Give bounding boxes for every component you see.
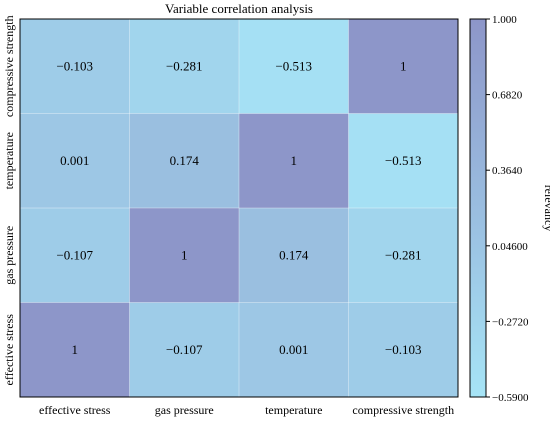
heatmap-cell — [239, 113, 349, 208]
heatmap-cell — [348, 19, 458, 114]
heatmap-cell — [348, 208, 458, 303]
heatmap-cell — [20, 302, 130, 397]
colorbar-tick-label: 1.000 — [492, 14, 517, 26]
colorbar-tick-label: −0.2720 — [492, 316, 529, 328]
cell-value-label: −0.107 — [166, 342, 203, 357]
heatmap-cell-labels: −0.103 −0.281 −0.513 1 0.001 0.174 1 −0.513 −0.1… — [56, 58, 421, 357]
heatmap-cell — [20, 19, 130, 114]
colorbar-tick-label: 0.3640 — [492, 165, 523, 177]
cell-value-label: 1 — [72, 342, 79, 357]
cell-value-label: −0.103 — [385, 342, 422, 357]
heatmap-cell — [20, 208, 130, 303]
cell-value-label: 0.001 — [279, 342, 308, 357]
cell-value-label: 1 — [291, 153, 298, 168]
chart-title: Variable correlation analysis — [165, 1, 313, 16]
colorbar — [469, 18, 487, 398]
colorbar-tick-label: 0.04600 — [492, 241, 528, 253]
heatmap-cell — [129, 302, 239, 397]
heatmap-cell — [348, 113, 458, 208]
colorbar-label: relevancy — [542, 185, 550, 232]
heatmap-cell — [239, 208, 349, 303]
cell-value-label: −0.281 — [385, 247, 422, 262]
colorbar-tick-label: 0.6820 — [492, 90, 523, 102]
cell-value-label: −0.513 — [385, 153, 422, 168]
cell-value-label: 0.001 — [60, 153, 89, 168]
cell-value-label: 1 — [400, 58, 407, 73]
heatmap-grid — [20, 19, 458, 397]
x-tick-label: gas pressure — [155, 403, 214, 417]
cell-value-label: 0.174 — [279, 247, 309, 262]
heatmap-cell — [239, 302, 349, 397]
x-tick-label: effective stress — [39, 403, 111, 417]
cell-value-label: −0.513 — [275, 58, 312, 73]
colorbar-tick-label: −0.5900 — [492, 392, 529, 404]
cell-value-label: 0.174 — [170, 153, 200, 168]
x-tick-label: compressive strength — [352, 403, 454, 417]
heatmap-cell — [348, 302, 458, 397]
heatmap-cell — [129, 208, 239, 303]
y-axis-labels: effective stress gas pressure temperature c… — [2, 15, 16, 385]
heatmap-cells — [20, 19, 458, 397]
heatmap-cell — [129, 113, 239, 208]
cell-value-label: −0.103 — [56, 58, 93, 73]
colorbar-ticks: 1.000 0.6820 0.3640 0.04600 −0.2720 −0.5900 — [486, 14, 529, 404]
cell-value-label: −0.107 — [56, 247, 93, 262]
y-tick-label: temperature — [2, 132, 16, 189]
y-tick-label: effective stress — [2, 314, 16, 386]
cell-value-label: −0.281 — [166, 58, 203, 73]
x-tick-label: temperature — [265, 403, 322, 417]
heatmap-cell — [239, 19, 349, 114]
x-axis-labels: effective stress gas pressure temperature c… — [39, 403, 454, 417]
plot-frame — [19, 18, 459, 398]
cell-value-label: 1 — [181, 247, 188, 262]
heatmap-cell — [20, 113, 130, 208]
y-tick-label: compressive strength — [2, 15, 16, 117]
heatmap-cell — [129, 19, 239, 114]
y-tick-label: gas pressure — [2, 226, 16, 285]
